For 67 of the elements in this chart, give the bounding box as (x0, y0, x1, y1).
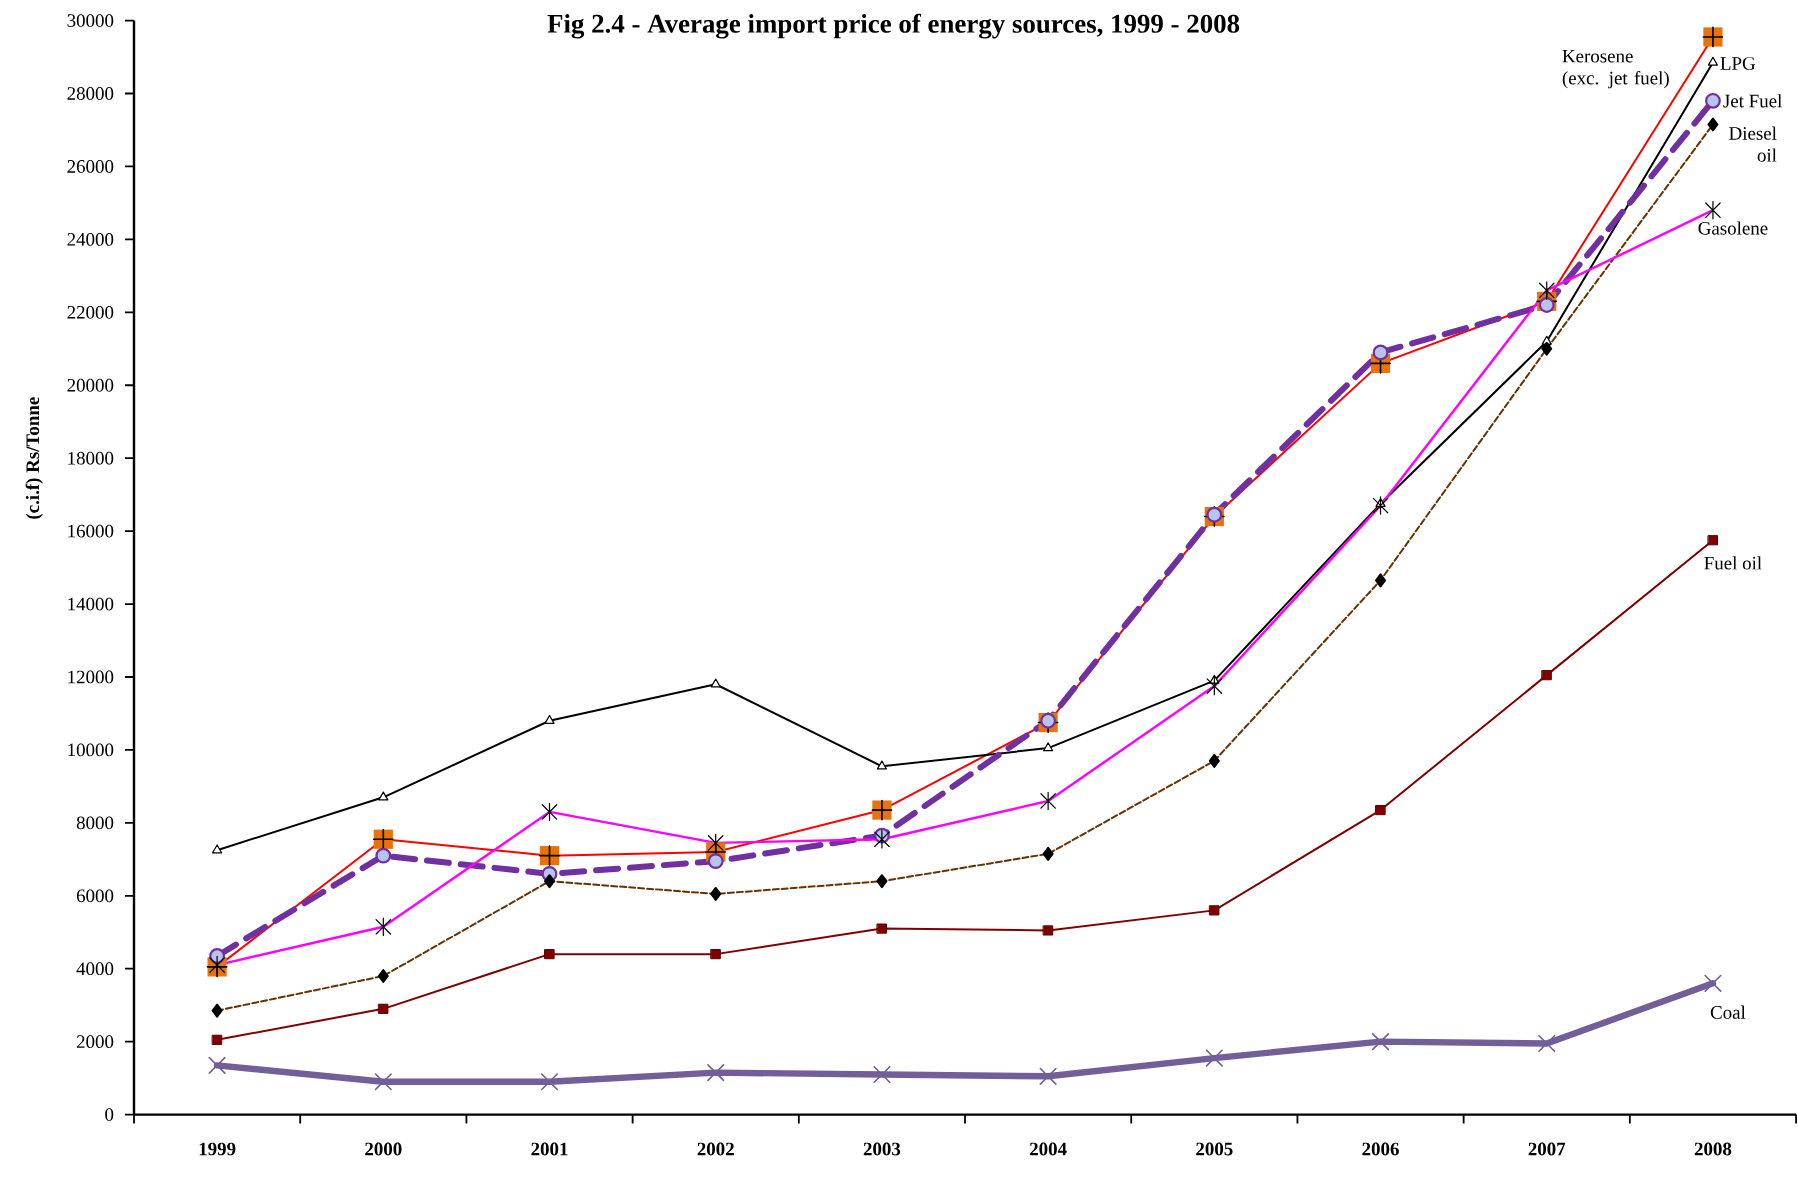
x-tick-label: 2003 (863, 1142, 901, 1156)
point (208, 1056, 226, 1074)
y-tick-label: 2000 (76, 1035, 114, 1049)
x-tick-label: 2004 (1029, 1142, 1067, 1156)
point (1704, 974, 1722, 992)
y-tick-label: 6000 (76, 889, 114, 903)
y-tick-label: 20000 (67, 378, 114, 392)
point (710, 678, 721, 688)
x-tick-label: 2005 (1196, 1142, 1233, 1156)
x-tick-label: 2008 (1694, 1142, 1732, 1156)
x-tick-label: 2006 (1362, 1142, 1399, 1156)
point (1043, 925, 1054, 936)
x-tick-label: 2001 (531, 1142, 568, 1156)
y-axis-title: (c.i.f) Rs/Tonne (25, 397, 43, 519)
y-tick-label: 22000 (67, 305, 114, 319)
point (212, 1034, 223, 1045)
point (1209, 905, 1220, 916)
x-tick-label: 2007 (1528, 1142, 1566, 1156)
point (876, 760, 888, 770)
point (707, 1064, 725, 1082)
y-tick-label: 4000 (76, 962, 114, 976)
y-tick-label: 28000 (67, 87, 114, 100)
point (873, 1065, 891, 1084)
point (544, 949, 555, 960)
y-tick-label: 8000 (76, 816, 114, 830)
point (540, 1073, 559, 1091)
x-tick-label: 2000 (365, 1142, 402, 1156)
point (378, 1003, 389, 1014)
point (1538, 1034, 1556, 1053)
x-tick-label: 2002 (697, 1142, 734, 1156)
point (1371, 1033, 1390, 1051)
y-tick-label: 16000 (68, 524, 114, 538)
y-tick-label: 26000 (67, 160, 114, 173)
y-tick-label: 14000 (68, 597, 114, 611)
point (1707, 535, 1719, 546)
y-tick-label: 18000 (68, 451, 114, 465)
point (1043, 742, 1054, 752)
point (1707, 56, 1719, 66)
y-tick-label: 24000 (67, 232, 114, 246)
y-tick-label: 30000 (67, 14, 114, 27)
chart-title: Fig 2.4 - Average import price of energy sources, 1999 - 2008 (547, 13, 1240, 39)
point (1375, 804, 1386, 816)
series-label: Diesel oil (1729, 126, 1777, 162)
point (876, 923, 888, 934)
point (1705, 92, 1721, 109)
y-tick-label: 12000 (68, 670, 114, 684)
series-label: Gasolene (1698, 221, 1768, 235)
point (1205, 1049, 1223, 1067)
point (1372, 344, 1389, 361)
point (710, 949, 721, 960)
point (544, 714, 555, 724)
point (375, 847, 392, 864)
point (378, 791, 389, 801)
series-label: LPG (1720, 57, 1756, 70)
series-label: Kerosene (exc. jet fuel) (1562, 49, 1669, 89)
series-label: Jet Fuel (1723, 94, 1782, 108)
series-label: Fuel oil (1704, 556, 1762, 570)
point (1039, 1067, 1057, 1085)
y-tick-label: 0 (105, 1108, 114, 1121)
x-tick-label: 1999 (199, 1142, 236, 1156)
point (707, 853, 724, 870)
point (374, 1073, 392, 1091)
point (1541, 670, 1552, 681)
series-label: Coal (1710, 1005, 1746, 1019)
point (212, 844, 223, 854)
point (1538, 297, 1555, 313)
y-tick-label: 10000 (68, 743, 114, 757)
